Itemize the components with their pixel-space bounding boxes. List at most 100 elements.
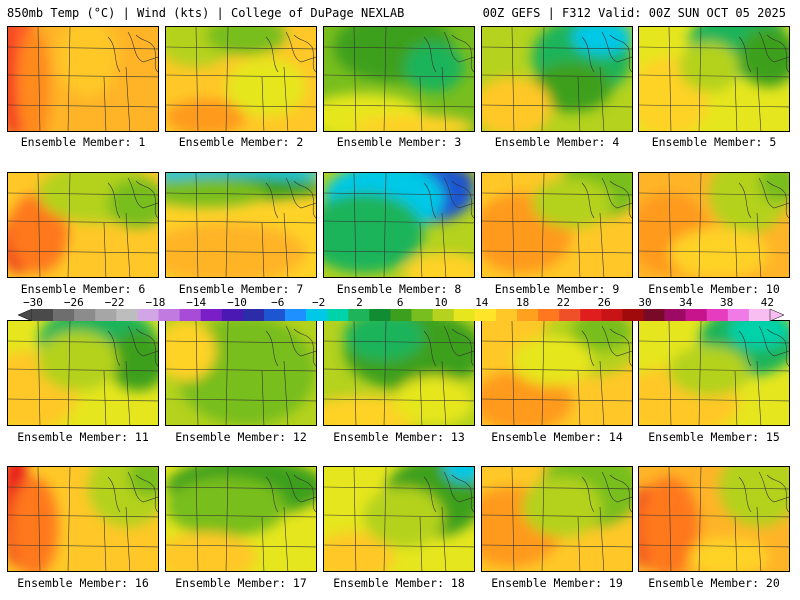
ensemble-member-map xyxy=(323,172,475,278)
ensemble-member-map xyxy=(638,26,790,132)
colorbar-segment xyxy=(306,309,328,321)
temperature-field xyxy=(8,27,158,131)
ensemble-member-label: Ensemble Member: 5 xyxy=(651,135,777,149)
temperature-zone xyxy=(482,77,552,131)
temperature-field xyxy=(482,27,632,131)
temperature-field xyxy=(166,173,316,277)
temperature-zone xyxy=(166,223,306,277)
colorbar-segment xyxy=(727,309,750,321)
colorbar-segment xyxy=(32,309,54,321)
colorbar-tick-label: −26 xyxy=(63,296,84,309)
colorbar-segment xyxy=(495,309,518,321)
ensemble-member-map xyxy=(165,26,317,132)
colorbar-tick-label: 34 xyxy=(679,296,693,309)
temperature-field xyxy=(639,321,789,425)
temperature-zone xyxy=(38,331,118,391)
temperature-field xyxy=(482,467,632,571)
ensemble-member-label: Ensemble Member: 8 xyxy=(336,282,462,296)
temperature-field xyxy=(8,321,158,425)
temperature-zone xyxy=(108,178,158,228)
temperature-zone xyxy=(364,487,444,547)
colorbar-tick-label: 6 xyxy=(396,296,404,309)
temperature-zone xyxy=(108,331,158,391)
temperature-zone xyxy=(166,179,266,207)
ensemble-member-label: Ensemble Member: 17 xyxy=(175,576,307,590)
chart-title: 850mb Temp (°C) | Wind (kts) | College o… xyxy=(7,6,405,20)
temperature-zone xyxy=(166,532,256,571)
ensemble-member-label: Ensemble Member: 7 xyxy=(178,282,304,296)
colorbar-segment xyxy=(664,309,686,321)
ensemble-member-label: Ensemble Member: 11 xyxy=(17,430,149,444)
colorbar-segment xyxy=(137,309,159,321)
temperature-zone xyxy=(324,193,424,273)
ensemble-member-label: Ensemble Member: 18 xyxy=(333,576,465,590)
colorbar-segment xyxy=(580,309,602,321)
ensemble-member-label: Ensemble Member: 6 xyxy=(20,282,146,296)
ensemble-member-map xyxy=(7,320,159,426)
temperature-field xyxy=(166,27,316,131)
colorbar-tick-label: −22 xyxy=(104,296,125,309)
colorbar-tick-label: −14 xyxy=(186,296,207,309)
temperature-zone xyxy=(669,228,769,277)
temperature-field xyxy=(8,173,158,277)
ensemble-member-map xyxy=(481,26,633,132)
temperature-zone xyxy=(639,477,699,571)
colorbar-segment xyxy=(559,309,581,321)
temperature-zone xyxy=(58,27,118,97)
ensemble-member-map xyxy=(323,26,475,132)
colorbar-segment xyxy=(369,309,391,321)
ensemble-member-label: Ensemble Member: 16 xyxy=(17,576,149,590)
temperature-zone xyxy=(512,336,592,386)
colorbar-segment xyxy=(538,309,560,321)
temperature-field xyxy=(166,321,316,425)
temperature-field xyxy=(324,27,474,131)
colorbar-tick-label: 14 xyxy=(475,296,489,309)
ensemble-member-label: Ensemble Member: 1 xyxy=(20,135,146,149)
ensemble-member-map xyxy=(638,320,790,426)
colorbar-tick-label: −6 xyxy=(271,296,285,309)
temperature-zone xyxy=(719,467,789,527)
colorbar-tick-label: −10 xyxy=(227,296,247,309)
colorbar-segment xyxy=(453,309,476,321)
colorbar-tick-label: −30 xyxy=(23,296,43,309)
ensemble-member-map xyxy=(323,320,475,426)
temperature-zone xyxy=(729,321,789,349)
colorbar-segment xyxy=(685,309,708,321)
colorbar-segment xyxy=(53,309,75,321)
colorbar-segment xyxy=(242,309,265,321)
temperature-zone xyxy=(532,178,612,228)
ensemble-member-label: Ensemble Member: 14 xyxy=(491,430,623,444)
temperature-field xyxy=(482,173,632,277)
temperature-zone xyxy=(404,42,464,92)
colorbar-segment xyxy=(748,309,771,321)
colorbar-min-arrow xyxy=(18,309,33,321)
colorbar-segment xyxy=(432,309,455,321)
colorbar-segment xyxy=(516,309,539,321)
temperature-field xyxy=(8,467,158,571)
ensemble-member-label: Ensemble Member: 20 xyxy=(648,576,780,590)
colorbar-tick-label: 38 xyxy=(719,296,734,309)
temperature-field xyxy=(639,173,789,277)
temperature-zone xyxy=(532,62,612,112)
colorbar-segment xyxy=(622,309,644,321)
temperature-zone xyxy=(444,467,474,482)
ensemble-member-label: Ensemble Member: 19 xyxy=(491,576,623,590)
ensemble-member-label: Ensemble Member: 13 xyxy=(333,430,465,444)
temperature-zone xyxy=(759,173,789,203)
temperature-zone xyxy=(522,477,602,537)
temperature-zone xyxy=(8,193,68,273)
colorbar-segment xyxy=(706,309,729,321)
colorbar-segment xyxy=(158,309,180,321)
colorbar-tick-label: 26 xyxy=(597,296,611,309)
temperature-field xyxy=(639,27,789,131)
ensemble-member-map xyxy=(7,466,159,572)
ensemble-member-label: Ensemble Member: 10 xyxy=(648,282,780,296)
temperature-zone xyxy=(128,467,158,497)
colorbar-segment xyxy=(390,309,412,321)
run-valid-time: 00Z GEFS | F312 Valid: 00Z SUN OCT 05 20… xyxy=(482,6,786,20)
ensemble-member-map xyxy=(7,26,159,132)
ensemble-member-label: Ensemble Member: 4 xyxy=(494,135,620,149)
ensemble-member-map xyxy=(323,466,475,572)
colorbar-max-arrow xyxy=(769,309,784,321)
temperature-zone xyxy=(679,42,739,92)
